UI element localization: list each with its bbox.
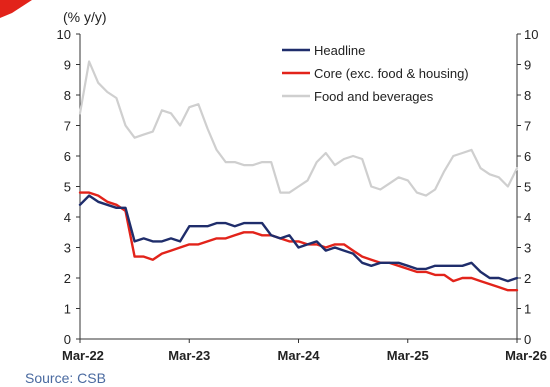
legend-label: Food and beverages (314, 89, 434, 104)
series-line-core (78, 191, 519, 292)
y-tick-label: 7 (64, 119, 71, 134)
x-tick-label: Mar-26 (505, 348, 547, 363)
legend: Headline Core (exc. food & housing) Food a… (282, 43, 469, 104)
right-y-axis: 0 1 2 3 4 5 6 7 8 9 10 (517, 27, 538, 347)
legend-label: Core (exc. food & housing) (314, 66, 469, 81)
x-tick-label: Mar-25 (387, 348, 429, 363)
y-tick-label: 3 (64, 241, 71, 256)
series-line-food-and-beverages (78, 60, 519, 197)
series-lines (78, 60, 519, 292)
y-tick-label-right: 2 (524, 271, 531, 286)
y-tick-label-right: 0 (524, 332, 531, 347)
y-tick-label: 0 (64, 332, 71, 347)
y-tick-label: 1 (64, 302, 71, 317)
y-tick-label-right: 5 (524, 180, 531, 195)
y-tick-label-right: 10 (524, 27, 538, 42)
x-axis: Mar-22 Mar-23 Mar-24 Mar-25 Mar-26 (62, 339, 547, 363)
y-tick-label-right: 1 (524, 302, 531, 317)
series-line-headline (78, 194, 519, 283)
y-tick-label: 4 (64, 210, 71, 225)
source-note: Source: CSB (25, 370, 106, 386)
y-tick-label: 5 (64, 180, 71, 195)
y-tick-label-right: 3 (524, 241, 531, 256)
unit-label: (% y/y) (63, 9, 107, 25)
y-tick-label-right: 6 (524, 149, 531, 164)
left-y-axis: 0 1 2 3 4 5 6 7 8 9 10 (57, 27, 80, 347)
y-tick-label-right: 9 (524, 58, 531, 73)
y-tick-label-right: 4 (524, 210, 531, 225)
y-tick-label: 9 (64, 58, 71, 73)
y-tick-label: 6 (64, 149, 71, 164)
x-tick-label: Mar-24 (278, 348, 321, 363)
x-tick-label: Mar-23 (168, 348, 210, 363)
x-tick-label: Mar-22 (62, 348, 104, 363)
y-tick-label-right: 8 (524, 88, 531, 103)
y-tick-label: 2 (64, 271, 71, 286)
brand-swoosh-icon (0, 0, 32, 18)
y-tick-label-right: 7 (524, 119, 531, 134)
y-tick-label: 10 (57, 27, 71, 42)
y-tick-label: 8 (64, 88, 71, 103)
legend-label: Headline (314, 43, 365, 58)
